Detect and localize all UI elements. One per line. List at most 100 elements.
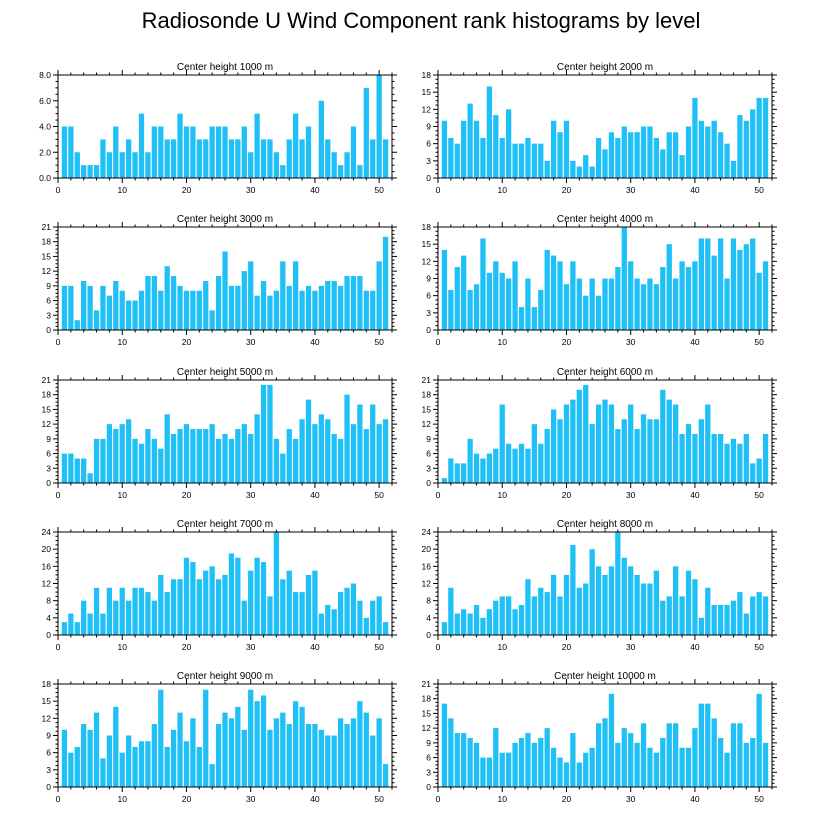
histogram-bar bbox=[293, 261, 299, 330]
y-tick-label: 8 bbox=[46, 596, 51, 606]
y-tick-label: 4.0 bbox=[39, 122, 51, 132]
histogram-bar bbox=[705, 238, 711, 330]
histogram-bar bbox=[382, 419, 389, 483]
histogram-bar bbox=[318, 285, 324, 330]
histogram-bar bbox=[151, 724, 157, 787]
histogram-bar bbox=[170, 579, 177, 635]
histogram-bar bbox=[467, 613, 473, 635]
histogram-bar bbox=[480, 757, 486, 787]
y-tick-label: 9 bbox=[46, 281, 51, 291]
histogram-bar bbox=[634, 742, 640, 787]
histogram-bar bbox=[260, 695, 267, 787]
y-tick-label: 15 bbox=[42, 251, 52, 261]
histogram-panel: Center height 4000 m 0 3 6 9 12 15 18 0 10 20 30 40 5… bbox=[422, 214, 777, 347]
histogram-bar bbox=[74, 622, 80, 636]
histogram-bar bbox=[557, 419, 563, 483]
histogram-bar bbox=[595, 137, 602, 178]
y-tick-label: 9 bbox=[426, 122, 431, 132]
histogram-bar bbox=[138, 741, 145, 787]
histogram-bar bbox=[344, 724, 350, 787]
histogram-bar bbox=[74, 152, 80, 178]
histogram-bar bbox=[241, 271, 247, 330]
x-tick-label: 50 bbox=[374, 337, 384, 347]
histogram-bar bbox=[711, 255, 717, 330]
y-tick-label: 12 bbox=[42, 713, 52, 723]
histogram-bar bbox=[93, 587, 100, 635]
histogram-bar bbox=[299, 419, 305, 483]
histogram-bar bbox=[222, 126, 228, 178]
histogram-bar bbox=[177, 285, 183, 330]
histogram-bar bbox=[100, 613, 106, 635]
histogram-bar bbox=[640, 126, 647, 178]
histogram-bar bbox=[621, 557, 627, 635]
histogram-bar bbox=[350, 424, 357, 483]
histogram-bar bbox=[602, 278, 608, 330]
histogram-bar bbox=[705, 587, 711, 635]
histogram-bar bbox=[685, 126, 692, 178]
x-tick-label: 20 bbox=[182, 337, 192, 347]
histogram-bar bbox=[280, 165, 286, 179]
y-tick-label: 0 bbox=[426, 325, 431, 335]
histogram-bar bbox=[589, 424, 595, 483]
x-tick-label: 20 bbox=[562, 337, 572, 347]
histogram-bar bbox=[737, 115, 743, 178]
histogram-bar bbox=[737, 723, 743, 787]
histogram-bar bbox=[81, 165, 87, 179]
histogram-bar bbox=[634, 574, 640, 635]
histogram-bar bbox=[305, 126, 312, 178]
histogram-bar bbox=[235, 706, 241, 787]
histogram-bar bbox=[325, 604, 331, 635]
histogram-bar bbox=[61, 285, 68, 330]
histogram-bar bbox=[331, 433, 337, 483]
histogram-bar bbox=[190, 126, 196, 178]
histogram-panel: Center height 9000 m 0 3 6 9 12 15 18 0 10 20 30 40 5… bbox=[42, 671, 397, 804]
histogram-bar bbox=[493, 261, 499, 330]
histogram-bar bbox=[473, 453, 480, 483]
histogram-bar bbox=[299, 290, 305, 330]
x-tick-label: 20 bbox=[562, 490, 572, 500]
histogram-bar bbox=[93, 438, 100, 483]
x-tick-label: 20 bbox=[182, 185, 192, 195]
histogram-bar bbox=[254, 557, 260, 635]
histogram-bar bbox=[273, 532, 280, 635]
histogram-bar bbox=[647, 126, 653, 178]
y-tick-label: 15 bbox=[422, 87, 432, 97]
histogram-bar bbox=[138, 113, 145, 179]
histogram-bar bbox=[350, 276, 357, 330]
histogram-bar bbox=[196, 429, 202, 483]
histogram-bar bbox=[260, 562, 267, 635]
histogram-bar bbox=[132, 152, 138, 178]
histogram-bar bbox=[441, 703, 448, 787]
histogram-bar bbox=[538, 289, 544, 330]
histogram-bar bbox=[100, 438, 106, 483]
histogram-bar bbox=[621, 419, 627, 483]
histogram-bar bbox=[273, 152, 280, 178]
histogram-bar bbox=[518, 604, 525, 635]
histogram-bar bbox=[267, 384, 273, 483]
histogram-bar bbox=[448, 587, 454, 635]
histogram-bar bbox=[762, 596, 769, 636]
histogram-bar bbox=[660, 149, 666, 178]
histogram-bar bbox=[518, 307, 525, 330]
y-tick-label: 20 bbox=[42, 544, 52, 554]
histogram-bar bbox=[151, 438, 157, 483]
histogram-bar bbox=[93, 310, 100, 330]
histogram-bar bbox=[724, 752, 730, 787]
y-tick-label: 2.0 bbox=[39, 147, 51, 157]
histogram-bar bbox=[299, 706, 305, 787]
histogram-bar bbox=[666, 244, 672, 330]
x-tick-label: 0 bbox=[436, 337, 441, 347]
histogram-bar bbox=[312, 724, 318, 787]
panel-title: Center height 4000 m bbox=[557, 214, 653, 225]
histogram-bar bbox=[305, 399, 312, 483]
x-tick-label: 50 bbox=[374, 490, 384, 500]
histogram-bar bbox=[126, 735, 132, 787]
histogram-bar bbox=[454, 267, 460, 330]
histogram-bar bbox=[222, 712, 228, 787]
histogram-bar bbox=[126, 300, 132, 330]
y-tick-label: 16 bbox=[42, 561, 52, 571]
histogram-bar bbox=[273, 718, 280, 787]
histogram-bar bbox=[461, 733, 467, 787]
histogram-bar bbox=[512, 742, 518, 787]
histogram-bar bbox=[525, 579, 531, 635]
